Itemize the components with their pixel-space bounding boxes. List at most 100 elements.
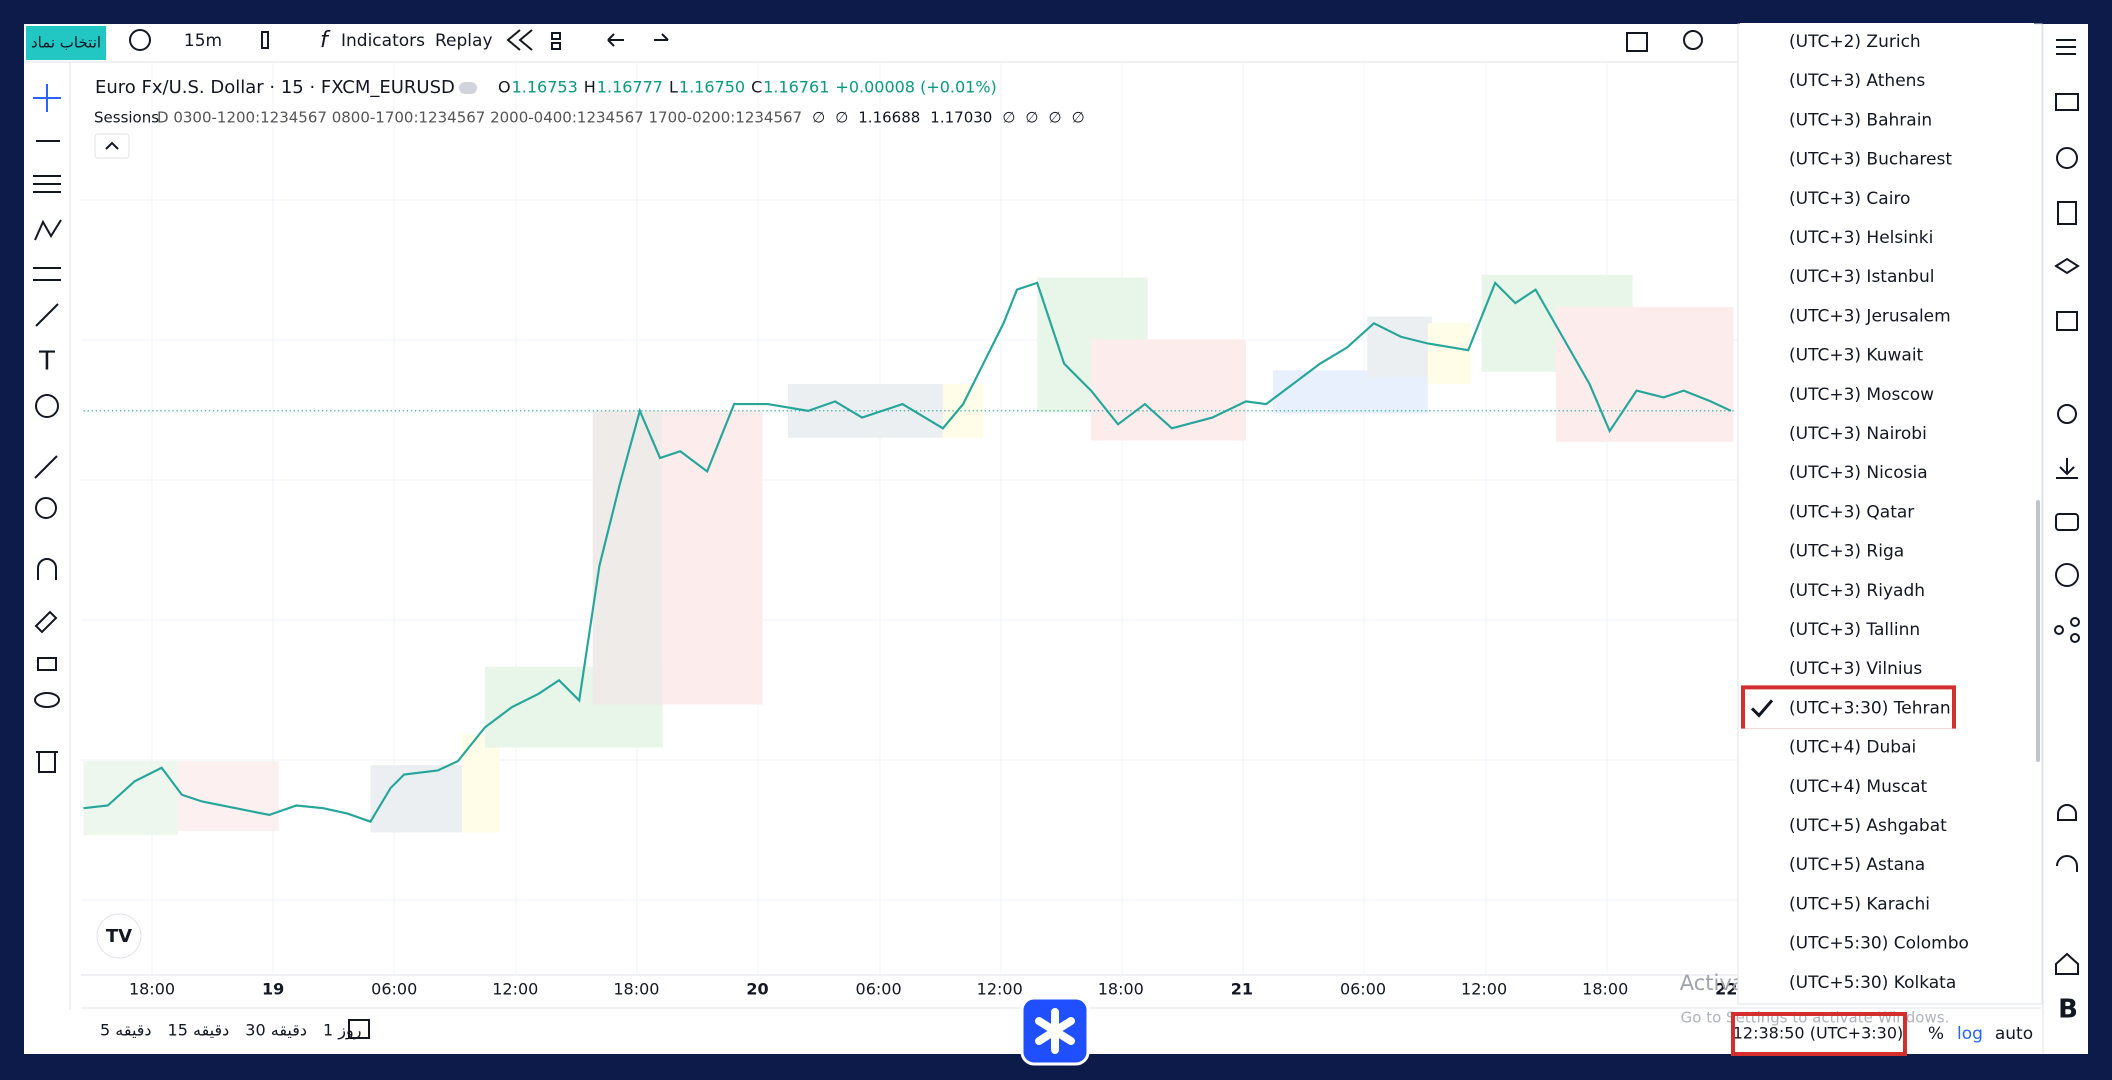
- timezone-label[interactable]: (UTC+3) Vilnius: [1789, 659, 1922, 679]
- watchlist-icon[interactable]: [2055, 93, 2079, 111]
- brush-tool[interactable]: [35, 303, 59, 327]
- timezone-label[interactable]: (UTC+5:30) Kolkata: [1789, 973, 1956, 993]
- timezone-item[interactable]: [1740, 140, 2034, 180]
- timezone-label[interactable]: (UTC+3) Bahrain: [1789, 110, 1932, 130]
- timezone-label[interactable]: (UTC+5) Ashgabat: [1789, 816, 1947, 836]
- timezone-label[interactable]: (UTC+3) Tallinn: [1789, 620, 1920, 640]
- legend-toggle[interactable]: [459, 82, 477, 94]
- alerts-icon[interactable]: [2056, 147, 2078, 169]
- undo-icon[interactable]: [607, 33, 624, 47]
- layout-icon[interactable]: [551, 32, 561, 40]
- timezone-item[interactable]: [1740, 101, 2034, 141]
- timezone-label[interactable]: (UTC+3) Jerusalem: [1789, 306, 1951, 326]
- timezone-label[interactable]: (UTC+5) Karachi: [1789, 894, 1930, 914]
- timezone-item[interactable]: [1740, 258, 2034, 298]
- timezone-item[interactable]: [1740, 336, 2034, 376]
- symbol-button[interactable]: [26, 26, 106, 60]
- prediction-tool[interactable]: [33, 267, 61, 281]
- icon-tool[interactable]: [35, 394, 59, 418]
- fib-tool[interactable]: [33, 175, 61, 193]
- crosshair-tool[interactable]: [33, 84, 61, 112]
- timezone-item[interactable]: [1740, 454, 2034, 494]
- calendar-icon[interactable]: [2056, 311, 2078, 331]
- timezone-item[interactable]: [1740, 62, 2034, 102]
- menu-icon[interactable]: [2056, 39, 2076, 55]
- tv-logo[interactable]: [96, 913, 142, 959]
- timezone-item[interactable]: [1740, 493, 2034, 533]
- timezone-item[interactable]: [1740, 728, 2034, 768]
- range-button[interactable]: 30 دقیقه: [245, 1021, 307, 1040]
- timezone-label[interactable]: (UTC+5:30) Colombo: [1789, 934, 1969, 954]
- timezone-item[interactable]: [1740, 924, 2034, 964]
- symbol-button-label[interactable]: انتخاب نماد: [31, 34, 101, 52]
- share-icon[interactable]: [2054, 625, 2064, 635]
- timezone-item[interactable]: [1740, 846, 2034, 886]
- fullscreen-icon[interactable]: [1626, 32, 1648, 52]
- auto-toggle[interactable]: auto: [1995, 1024, 2033, 1044]
- timezone-item[interactable]: [1740, 767, 2034, 807]
- brand-icon[interactable]: B: [2058, 995, 2078, 1025]
- timezone-item[interactable]: [1740, 375, 2034, 415]
- notifications-icon[interactable]: [2057, 804, 2077, 821]
- timezone-item[interactable]: [1740, 650, 2034, 690]
- profile-icon[interactable]: [2055, 563, 2079, 587]
- pattern-tool[interactable]: [34, 219, 62, 241]
- timezone-label[interactable]: (UTC+3) Cairo: [1789, 189, 1910, 209]
- timezone-item[interactable]: [1740, 532, 2034, 572]
- range-button[interactable]: 15 دقیقه: [168, 1021, 230, 1040]
- timezone-item[interactable]: [1740, 963, 2034, 1003]
- settings-icon[interactable]: [2057, 404, 2077, 424]
- timezone-label[interactable]: (UTC+3) Riga: [1789, 542, 1904, 562]
- download-icon[interactable]: [2056, 458, 2078, 479]
- timezone-item[interactable]: [1740, 571, 2034, 611]
- indicators-button[interactable]: Indicators: [341, 31, 425, 51]
- timezone-item[interactable]: [1740, 611, 2034, 650]
- notes-icon[interactable]: [2057, 201, 2077, 225]
- search-icon[interactable]: [1683, 30, 1703, 50]
- timezone-label[interactable]: (UTC+3) Athens: [1789, 71, 1925, 91]
- home-icon[interactable]: [2055, 952, 2079, 975]
- range-button[interactable]: 1 روز: [323, 1021, 361, 1041]
- clock[interactable]: 12:38:50 (UTC+3:30): [1733, 1024, 1903, 1043]
- timezone-label[interactable]: (UTC+3) Nicosia: [1789, 463, 1928, 483]
- replay-button[interactable]: Replay: [435, 31, 493, 51]
- layers-icon[interactable]: [2054, 257, 2080, 275]
- timezone-label[interactable]: (UTC+3) Helsinki: [1789, 228, 1933, 248]
- timezone-item[interactable]: [1740, 179, 2034, 219]
- timezone-item[interactable]: [1740, 297, 2034, 337]
- timezone-label[interactable]: (UTC+3) Riyadh: [1789, 581, 1925, 601]
- timezone-item[interactable]: [1740, 689, 2034, 729]
- timezone-label[interactable]: (UTC+3) Moscow: [1789, 385, 1934, 405]
- chart-type-icon[interactable]: [261, 31, 269, 49]
- timezone-label[interactable]: (UTC+3) Nairobi: [1789, 424, 1927, 444]
- lock-tool[interactable]: [37, 657, 57, 671]
- percent-toggle[interactable]: %: [1928, 1024, 1944, 1044]
- range-button[interactable]: 5 دقیقه: [100, 1021, 152, 1040]
- timezone-label[interactable]: (UTC+4) Muscat: [1789, 777, 1927, 797]
- support-icon[interactable]: [2056, 855, 2078, 872]
- measure-tool[interactable]: [34, 455, 58, 479]
- lock-draw-tool[interactable]: [34, 610, 58, 634]
- magnet-tool[interactable]: [37, 558, 57, 580]
- add-symbol-icon[interactable]: [129, 29, 151, 51]
- timezone-label[interactable]: (UTC+3:30) Tehran: [1789, 698, 1951, 718]
- timezone-item[interactable]: [1740, 219, 2034, 258]
- log-toggle[interactable]: log: [1957, 1024, 1983, 1044]
- interval-button[interactable]: 15m: [184, 31, 222, 51]
- card-icon[interactable]: [2055, 513, 2079, 531]
- delete-tool[interactable]: [36, 751, 58, 773]
- timezone-label[interactable]: (UTC+3) Kuwait: [1789, 346, 1924, 366]
- timezone-item[interactable]: [1740, 23, 2034, 62]
- visibility-tool[interactable]: [34, 692, 60, 708]
- indicators-icon[interactable]: f: [320, 28, 331, 53]
- timezone-label[interactable]: (UTC+4) Dubai: [1789, 738, 1916, 758]
- timezone-item[interactable]: [1740, 415, 2034, 454]
- timezone-item[interactable]: [1740, 885, 2034, 925]
- zoom-tool[interactable]: [35, 497, 57, 519]
- timezone-label[interactable]: (UTC+2) Zurich: [1789, 32, 1921, 52]
- collapse-button[interactable]: [94, 133, 130, 159]
- dropdown-scrollbar[interactable]: [2036, 500, 2040, 762]
- text-tool[interactable]: T: [38, 347, 55, 377]
- timezone-label[interactable]: (UTC+5) Astana: [1789, 855, 1925, 875]
- timezone-label[interactable]: (UTC+3) Bucharest: [1789, 150, 1952, 170]
